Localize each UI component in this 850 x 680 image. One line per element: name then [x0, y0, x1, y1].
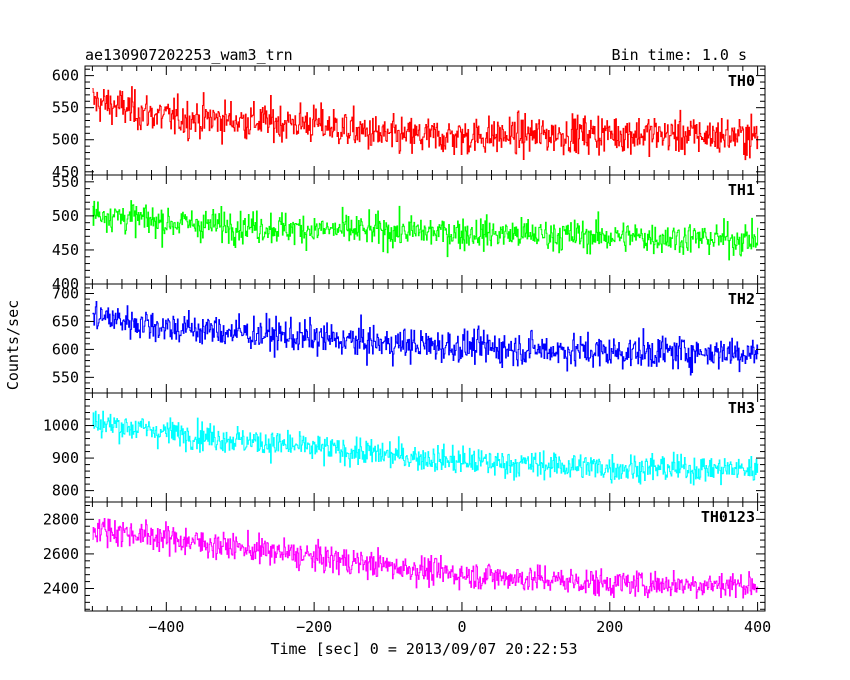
x-tick-label: 0 [457, 618, 466, 636]
panel-frame [84, 501, 766, 612]
panel-th1: 400 450 500 550 TH1 [52, 173, 766, 293]
panel-th0: 450 500 550 600 TH0 [52, 65, 766, 181]
panel-frame [84, 392, 766, 503]
series-line-th2 [92, 301, 759, 376]
y-tick-label: 550 [52, 368, 79, 386]
panel-th2: 550 600 650 700 TH2 [52, 283, 766, 394]
panel-label-th1: TH1 [728, 181, 755, 199]
y-tick-label: 1000 [43, 417, 79, 435]
panel-label-th0123: TH0123 [701, 508, 755, 526]
y-tick-label: 600 [52, 340, 79, 358]
y-tick-label: 800 [52, 482, 79, 500]
y-tick-label: 2400 [43, 580, 79, 598]
y-tick-label: 2600 [43, 545, 79, 563]
x-tick-label: 400 [744, 618, 771, 636]
x-tick-label: −400 [148, 618, 184, 636]
y-tick-label: 500 [52, 131, 79, 149]
panel-th0123: 2400 2600 2800 TH0123 [43, 501, 766, 612]
y-tick-label: 450 [52, 163, 79, 181]
series-line-th0 [92, 86, 759, 161]
y-tick-label: 2800 [43, 510, 79, 528]
panel-th3: 800 900 1000 TH3 [43, 392, 766, 503]
series-line-th1 [92, 200, 759, 261]
y-tick-label: 550 [52, 99, 79, 117]
y-tick-label: 700 [52, 285, 79, 303]
y-axis-label: Counts/sec [4, 300, 22, 390]
panel-label-th0: TH0 [728, 72, 755, 90]
y-tick-label: 550 [52, 173, 79, 191]
x-tick-label: −200 [296, 618, 332, 636]
series-line-th3 [92, 410, 759, 486]
y-tick-label: 650 [52, 312, 79, 330]
panel-label-th2: TH2 [728, 290, 755, 308]
y-tick-label: 600 [52, 67, 79, 85]
y-tick-label: 500 [52, 207, 79, 225]
y-tick-label: 900 [52, 449, 79, 467]
x-axis-label: Time [sec] 0 = 2013/09/07 20:22:53 [270, 640, 577, 658]
panel-label-th3: TH3 [728, 399, 755, 417]
y-tick-label: 400 [52, 275, 79, 293]
x-tick-label: 200 [596, 618, 623, 636]
chart-title: ae130907202253_wam3_trn [85, 46, 293, 64]
panels-group: 450 500 550 600 TH0 400 450 500 550 TH1 550 600 650 7… [43, 65, 771, 636]
bin-time-label: Bin time: 1.0 s [612, 46, 747, 64]
y-tick-label: 450 [52, 241, 79, 259]
series-line-th0123 [92, 517, 759, 599]
panel-frame [84, 174, 766, 285]
